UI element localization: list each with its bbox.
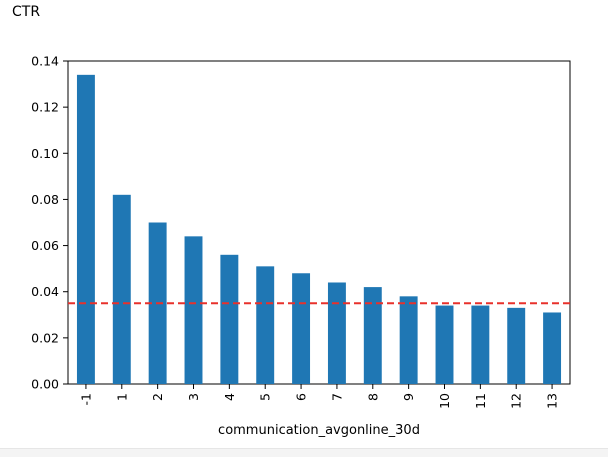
y-tick-label: 0.14 bbox=[31, 54, 59, 69]
bars-group bbox=[76, 74, 562, 384]
x-tick-label--1: -1 bbox=[78, 393, 93, 405]
bar-5 bbox=[256, 266, 275, 384]
bar-10 bbox=[435, 305, 454, 384]
x-tick-label-8: 8 bbox=[365, 393, 380, 401]
x-tick-label-10: 10 bbox=[437, 393, 452, 409]
bar-9 bbox=[399, 296, 418, 384]
x-axis: -1 1 2 3 4 5 6 7 8 9 10 11 12 13 bbox=[78, 384, 560, 409]
y-tick-label: 0.12 bbox=[31, 100, 59, 115]
x-tick-label-6: 6 bbox=[294, 393, 309, 401]
x-tick-label-4: 4 bbox=[222, 393, 237, 401]
bar-11 bbox=[471, 305, 490, 384]
y-tick-label: 0.06 bbox=[31, 238, 59, 253]
x-tick-label-3: 3 bbox=[186, 393, 201, 401]
cell-divider bbox=[0, 448, 608, 457]
y-axis: 0.00 0.02 0.04 0.06 0.08 0.10 0.12 0.14 bbox=[31, 54, 68, 392]
y-tick-label: 0.04 bbox=[31, 284, 59, 299]
plot-area bbox=[67, 60, 571, 385]
bar-7 bbox=[327, 282, 346, 384]
x-tick-label-7: 7 bbox=[329, 393, 344, 401]
y-tick-label: 0.00 bbox=[31, 377, 59, 392]
x-tick-label-5: 5 bbox=[258, 393, 273, 401]
bar-8 bbox=[363, 287, 382, 384]
x-tick-label-2: 2 bbox=[150, 393, 165, 401]
y-tick-label: 0.10 bbox=[31, 146, 59, 161]
bar-1 bbox=[112, 194, 131, 384]
cell-output-label: CTR bbox=[12, 4, 41, 20]
x-tick-label-1: 1 bbox=[114, 393, 129, 401]
x-axis-label: communication_avgonline_30d bbox=[218, 423, 420, 438]
x-tick-label-12: 12 bbox=[509, 393, 524, 409]
plot-frame bbox=[67, 60, 571, 385]
bar-3 bbox=[184, 236, 203, 384]
y-tick-label: 0.08 bbox=[31, 192, 59, 207]
bar-4 bbox=[220, 254, 239, 384]
y-tick-label: 0.02 bbox=[31, 330, 59, 345]
bar--1 bbox=[76, 74, 95, 384]
bar-6 bbox=[292, 273, 311, 384]
x-tick-label-11: 11 bbox=[473, 393, 488, 409]
bar-12 bbox=[507, 307, 526, 384]
x-tick-label-13: 13 bbox=[545, 393, 560, 409]
bar-13 bbox=[543, 312, 562, 384]
x-tick-label-9: 9 bbox=[401, 393, 416, 401]
